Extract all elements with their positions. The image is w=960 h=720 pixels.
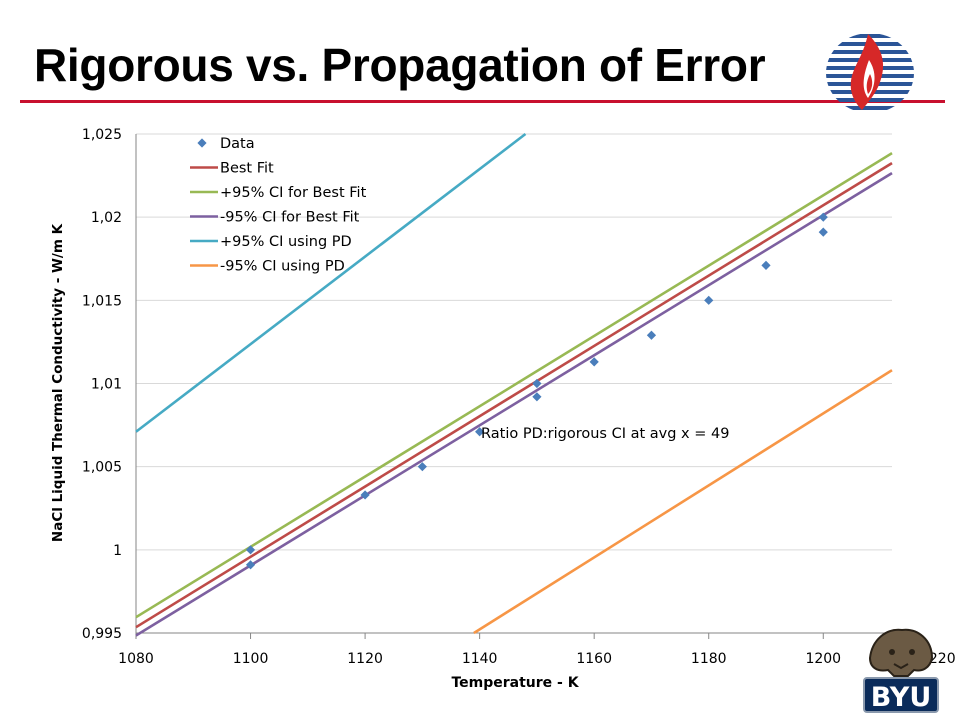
- y-tick-label: 1,005: [82, 460, 122, 476]
- series-95-ci-for-best-fit-line: [135, 171, 893, 637]
- data-point: [704, 295, 714, 305]
- x-tick-label: 1180: [691, 651, 727, 667]
- legend-label-95-ci-for-best-fit: -95% CI for Best Fit: [220, 210, 360, 226]
- data-point: [360, 490, 370, 500]
- y-tick-label: 0,995: [82, 626, 122, 642]
- axis-labels: Temperature - K NaCl Liquid Thermal Cond…: [50, 223, 729, 691]
- x-tick-label: 1200: [805, 651, 841, 667]
- series-95-ci-using-pd-line: [135, 132, 527, 433]
- series-95-ci-for-best-fit-line: [135, 152, 893, 619]
- x-tick-label: 1140: [462, 651, 498, 667]
- data-point: [761, 260, 771, 271]
- data-point: [589, 357, 599, 367]
- x-tick-label: 1100: [233, 651, 269, 667]
- legend-label-95-ci-for-best-fit: +95% CI for Best Fit: [220, 185, 367, 201]
- y-tick-label: 1,015: [82, 293, 122, 309]
- legend-label-best-fit: Best Fit: [220, 161, 274, 177]
- y-tick-label: 1: [113, 543, 122, 559]
- slide-title: Rigorous vs. Propagation of Error: [34, 39, 766, 91]
- data-point: [417, 462, 427, 472]
- series-95-ci-using-pd-line: [473, 369, 893, 635]
- data-point: [818, 212, 828, 222]
- y-tick-label: 1,02: [91, 210, 122, 226]
- data-point: [532, 378, 542, 389]
- data-point: [818, 227, 828, 237]
- axes: 0,995 1 1,005 1,01 1,015 1,02 1,025 1080 1100 112…: [82, 127, 956, 667]
- data-point: [245, 545, 256, 555]
- y-tick-label: 1,01: [91, 377, 122, 393]
- svg-text:BYU: BYU: [871, 682, 932, 713]
- legend-marker-data: [197, 138, 207, 148]
- data-point: [245, 560, 256, 570]
- flame-logo: [826, 34, 914, 110]
- y-axis-title: NaCl Liquid Thermal Conductivity - W/m K: [50, 223, 66, 542]
- x-tick-label: 1120: [347, 651, 383, 667]
- x-tick-label: 1160: [576, 651, 612, 667]
- legend-label-95-ci-using-pd: +95% CI using PD: [220, 234, 352, 250]
- data-point: [532, 392, 542, 402]
- title-underline: [20, 100, 945, 103]
- data-point: [646, 330, 657, 340]
- ratio-annotation: Ratio PD:rigorous CI at avg x = 49: [481, 426, 729, 442]
- legend-label-95-ci-using-pd: -95% CI using PD: [220, 259, 345, 275]
- x-tick-label: 1080: [118, 651, 154, 667]
- byu-cougar-logo: BYU: [863, 628, 939, 713]
- legend-label-data: Data: [220, 136, 255, 152]
- y-tick-label: 1,025: [82, 127, 122, 143]
- series-layer: [135, 132, 893, 637]
- legend: Data Best Fit +95% CI for Best Fit -95% CI …: [190, 136, 367, 275]
- series-best-fit-line: [135, 162, 893, 629]
- x-axis-title: Temperature - K: [451, 675, 579, 691]
- data-point: [475, 427, 485, 437]
